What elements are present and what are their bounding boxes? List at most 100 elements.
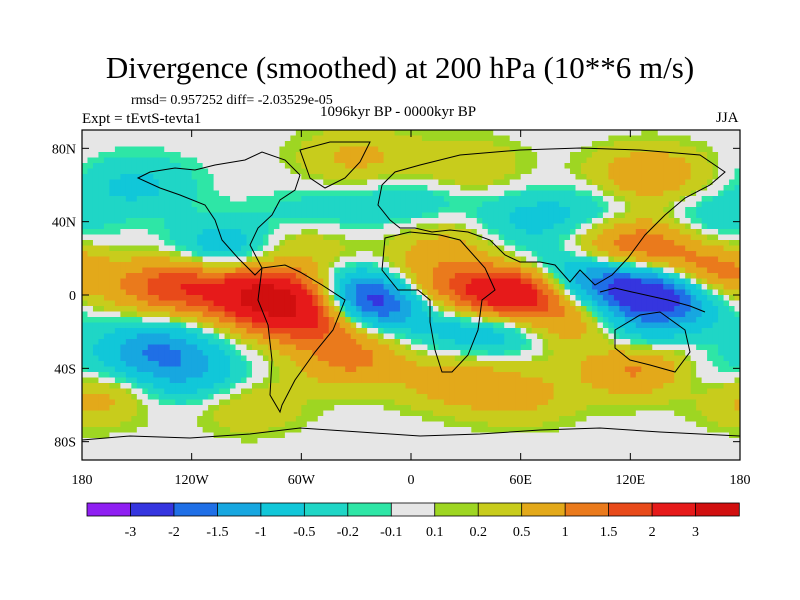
field-cell: [158, 146, 165, 153]
field-cell: [230, 130, 237, 137]
field-cell: [427, 223, 434, 230]
field-cell: [542, 157, 549, 164]
field-cell: [180, 152, 187, 159]
field-cell: [465, 157, 472, 164]
field-cell: [251, 267, 259, 274]
field-cell: [586, 141, 593, 148]
field-cell: [394, 163, 401, 170]
field-cell: [613, 240, 620, 247]
field-cell: [290, 135, 297, 142]
field-cell: [191, 141, 198, 148]
field-cell: [526, 339, 533, 346]
field-cell: [279, 322, 286, 329]
field-cell: [230, 207, 237, 214]
field-cell: [312, 300, 319, 307]
field-cell: [416, 300, 423, 307]
field-cell: [290, 251, 297, 258]
field-cell: [405, 339, 412, 346]
field-cell: [378, 229, 385, 236]
field-cell: [92, 201, 100, 208]
field-cell: [147, 146, 154, 153]
field-cell: [345, 240, 352, 247]
field-cell: [443, 322, 450, 329]
field-cell: [367, 273, 374, 280]
field-cell: [460, 141, 467, 148]
field-cell: [570, 333, 577, 340]
field-cell: [378, 240, 385, 247]
field-cell: [312, 141, 319, 148]
field-cell: [668, 207, 675, 214]
field-cell: [383, 328, 390, 335]
field-cell: [328, 251, 335, 258]
field-cell: [559, 146, 566, 153]
field-cell: [339, 311, 346, 318]
field-cell: [251, 223, 259, 230]
field-cell: [92, 168, 100, 175]
field-cell: [641, 141, 648, 148]
field-cell: [290, 339, 297, 346]
field-cell: [312, 190, 319, 197]
field-cell: [125, 229, 132, 236]
field-cell: [202, 174, 209, 181]
field-cell: [394, 328, 401, 335]
field-cell: [82, 251, 89, 258]
field-cell: [591, 179, 599, 186]
field-cell: [120, 190, 127, 197]
field-cell: [493, 223, 500, 230]
field-cell: [515, 273, 522, 280]
field-cell: [378, 201, 385, 208]
field-cell: [98, 223, 105, 230]
field-cell: [679, 146, 686, 153]
field-cell: [597, 163, 604, 170]
field-cell: [526, 328, 533, 335]
field-cell: [345, 185, 352, 192]
field-cell: [273, 196, 280, 203]
field-cell: [597, 229, 604, 236]
field-cell: [580, 262, 588, 269]
field-cell: [290, 207, 297, 214]
field-cell: [641, 234, 648, 241]
field-cell: [701, 207, 708, 214]
field-cell: [273, 317, 280, 324]
field-cell: [646, 295, 653, 302]
field-cell: [230, 267, 237, 274]
field-cell: [487, 201, 494, 208]
field-cell: [493, 267, 500, 274]
field-cell: [564, 130, 571, 137]
field-cell: [356, 135, 363, 142]
field-cell: [712, 344, 719, 351]
field-cell: [350, 267, 357, 274]
field-cell: [548, 317, 555, 324]
field-cell: [624, 196, 631, 203]
field-cell: [169, 328, 176, 335]
field-cell: [301, 212, 308, 219]
field-cell: [454, 256, 461, 263]
field-cell: [213, 300, 220, 307]
field-cell: [262, 240, 270, 247]
field-cell: [701, 163, 708, 170]
field-cell: [246, 289, 253, 296]
field-cell: [295, 311, 302, 318]
field-cell: [224, 234, 231, 241]
field-cell: [180, 306, 187, 313]
field-cell: [493, 295, 500, 302]
field-cell: [712, 179, 719, 186]
field-cell: [147, 289, 154, 296]
field-cell: [663, 152, 670, 159]
field-cell: [498, 300, 505, 307]
field-cell: [701, 251, 708, 258]
field-cell: [613, 273, 620, 280]
field-cell: [345, 218, 352, 225]
field-cell: [400, 278, 407, 285]
field-cell: [301, 289, 308, 296]
field-cell: [597, 344, 604, 351]
field-cell: [729, 350, 736, 357]
field-cell: [235, 185, 242, 192]
field-cell: [180, 212, 187, 219]
field-cell: [707, 152, 714, 159]
field-cell: [405, 311, 412, 318]
field-cell: [432, 251, 440, 258]
field-cell: [580, 251, 588, 258]
field-cell: [685, 179, 692, 186]
field-cell: [624, 152, 631, 159]
